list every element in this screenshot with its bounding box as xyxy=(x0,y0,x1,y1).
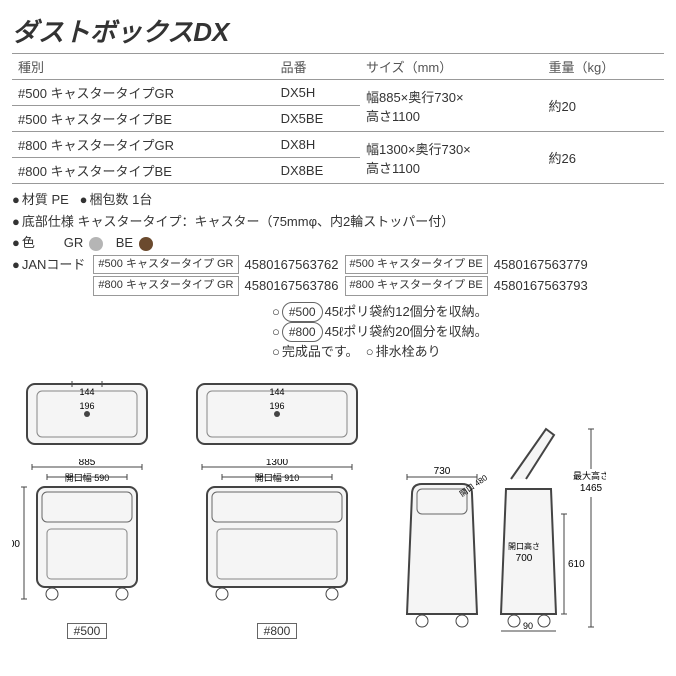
svg-text:1465: 1465 xyxy=(580,483,603,494)
th-size: サイズ（mm） xyxy=(360,54,543,80)
top-view-500: 144 196 xyxy=(22,379,152,449)
color-be-name: BE xyxy=(116,235,133,250)
capacity-text: 45ℓポリ袋約20個分を収納。 xyxy=(325,324,488,339)
notes-block: 材質 PE 梱包数 1台 底部仕様 キャスタータイプ：キャスター（75mmφ、内… xyxy=(12,190,664,298)
diagrams-block: 144 196 885 開口幅 590 1100 #500 144 196 xyxy=(12,379,664,639)
svg-text:730: 730 xyxy=(434,466,451,477)
capacity-notes: #50045ℓポリ袋約12個分を収納。 #80045ℓポリ袋約20個分を収納。 … xyxy=(272,302,664,362)
svg-text:90: 90 xyxy=(523,621,533,631)
cell-weight: 約20 xyxy=(543,80,665,132)
jan-chip: #500 キャスタータイプ GR xyxy=(93,255,238,275)
th-type: 種別 xyxy=(12,54,275,80)
cell-size: 幅1300×奥行730× 高さ1100 xyxy=(360,132,543,184)
product-title: ダストボックスDX xyxy=(12,12,664,49)
model-label-500: #500 xyxy=(67,623,108,639)
capacity-text: 45ℓポリ袋約12個分を収納。 xyxy=(325,304,488,319)
front-view-800: 1300 開口幅 910 xyxy=(182,459,372,609)
front-view-500: 885 開口幅 590 1100 xyxy=(12,459,162,609)
svg-text:最大高さ: 最大高さ xyxy=(573,470,606,481)
cell-type: #800 キャスタータイプGR xyxy=(12,132,275,158)
svg-text:開口高さ: 開口高さ xyxy=(508,541,540,551)
svg-text:610: 610 xyxy=(568,559,585,570)
cell-code: DX8BE xyxy=(275,158,360,184)
svg-text:144: 144 xyxy=(269,387,284,397)
svg-text:700: 700 xyxy=(516,553,533,564)
material-note: 材質 PE xyxy=(12,192,69,207)
jan-code: 4580167563779 xyxy=(494,255,588,275)
cell-weight: 約26 xyxy=(543,132,665,184)
capacity-tag: #500 xyxy=(282,302,323,322)
th-weight: 重量（kg） xyxy=(543,54,665,80)
svg-text:196: 196 xyxy=(79,401,94,411)
side-view-open: 610 90 最大高さ 1465 開口高さ 700 xyxy=(496,419,606,639)
side-view-closed: 730 開口 480 xyxy=(392,419,492,639)
spec-table: 種別 品番 サイズ（mm） 重量（kg） #500 キャスタータイプGR DX5… xyxy=(12,53,664,184)
swatch-gr xyxy=(89,237,103,251)
base-spec-note: 底部仕様 キャスタータイプ：キャスター（75mmφ、内2輪ストッパー付） xyxy=(12,214,454,229)
cell-type: #500 キャスタータイプGR xyxy=(12,80,275,106)
jan-code: 4580167563786 xyxy=(245,276,339,296)
svg-text:1300: 1300 xyxy=(266,459,289,468)
cell-type: #800 キャスタータイプBE xyxy=(12,158,275,184)
top-view-800: 144 196 xyxy=(192,379,362,449)
jan-chip: #800 キャスタータイプ GR xyxy=(93,276,238,296)
swatch-be xyxy=(139,237,153,251)
cell-size: 幅885×奥行730× 高さ1100 xyxy=(360,80,543,132)
diagram-800: 144 196 1300 開口幅 910 #800 xyxy=(182,379,372,639)
jan-chip: #800 キャスタータイプ BE xyxy=(345,276,488,296)
pack-note: 梱包数 1台 xyxy=(80,192,153,207)
th-code: 品番 xyxy=(275,54,360,80)
drain-note: 排水栓あり xyxy=(366,344,441,359)
diagram-500: 144 196 885 開口幅 590 1100 #500 xyxy=(12,379,162,639)
diagram-side: 730 開口 480 610 90 最大高さ 1465 開口高さ 700 xyxy=(392,379,606,639)
capacity-tag: #800 xyxy=(282,322,323,342)
color-label: 色 xyxy=(12,235,35,250)
cell-code: DX8H xyxy=(275,132,360,158)
cell-code: DX5BE xyxy=(275,106,360,132)
jan-code: 4580167563762 xyxy=(245,255,339,275)
model-label-800: #800 xyxy=(257,623,298,639)
jan-label: JANコード xyxy=(12,255,85,298)
jan-chip: #500 キャスタータイプ BE xyxy=(345,255,488,275)
svg-text:1100: 1100 xyxy=(12,539,20,550)
cell-code: DX5H xyxy=(275,80,360,106)
svg-text:144: 144 xyxy=(79,387,94,397)
svg-text:885: 885 xyxy=(79,459,96,468)
done-note: 完成品です。 xyxy=(272,344,359,359)
jan-code: 4580167563793 xyxy=(494,276,588,296)
color-gr-name: GR xyxy=(64,235,84,250)
cell-type: #500 キャスタータイプBE xyxy=(12,106,275,132)
svg-text:196: 196 xyxy=(269,401,284,411)
